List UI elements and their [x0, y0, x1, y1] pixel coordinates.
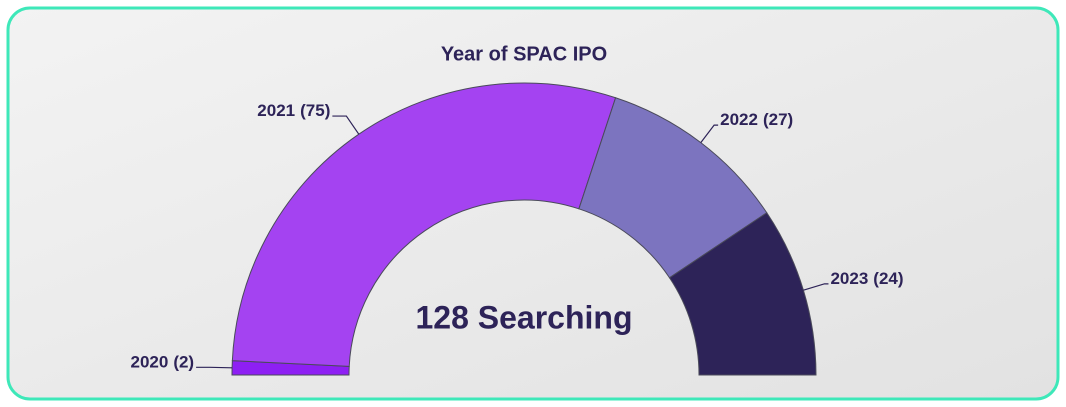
- card: [6, 6, 1060, 401]
- value-label: (75): [300, 102, 330, 121]
- category-label: 2023: [830, 269, 868, 288]
- data-label: 2023 (24): [830, 269, 903, 288]
- data-label: 2021 (75): [257, 102, 330, 121]
- category-label: 2022: [720, 111, 758, 130]
- leader-line: [803, 283, 829, 291]
- segment: [668, 212, 817, 376]
- center-label: 128 Searching: [416, 299, 633, 335]
- leader-line: [332, 115, 360, 135]
- chart-title: Year of SPAC IPO: [441, 43, 607, 65]
- leader-line: [700, 124, 719, 143]
- value-label: (2): [173, 353, 194, 372]
- data-label: 2022 (27): [720, 111, 793, 130]
- segment: [231, 82, 617, 367]
- data-label: 2020 (2): [130, 353, 194, 372]
- value-label: (27): [763, 111, 793, 130]
- value-label: (24): [873, 269, 903, 288]
- leader-line: [196, 366, 233, 369]
- category-label: 2021: [257, 102, 295, 121]
- category-label: 2020: [130, 353, 168, 372]
